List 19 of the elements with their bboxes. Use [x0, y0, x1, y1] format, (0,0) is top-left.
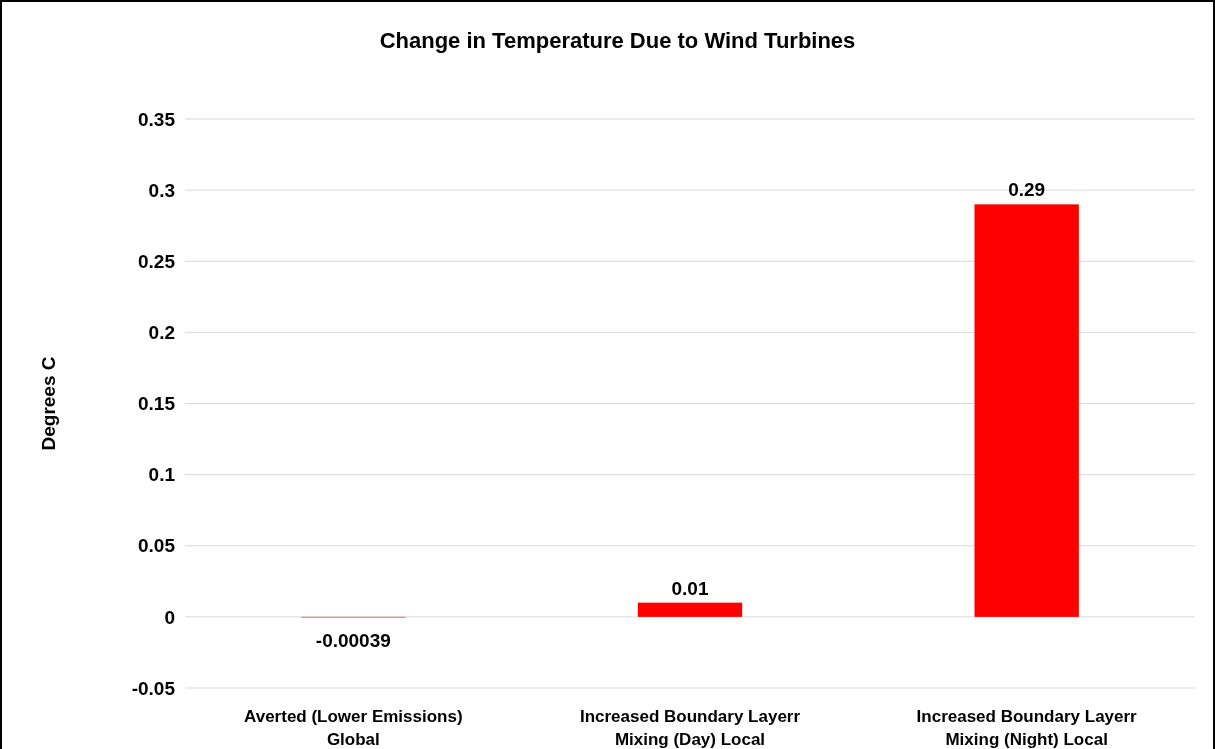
- chart-title: Change in Temperature Due to Wind Turbines: [379, 28, 856, 53]
- data-label: -0.00039: [315, 629, 391, 651]
- bar: [974, 204, 1079, 617]
- y-tick-label: 0.05: [138, 535, 176, 557]
- x-tick-label: Increased Boundary Layerr Mixing (Day) Local: [579, 707, 801, 749]
- y-axis-title: Degrees C: [38, 356, 59, 451]
- x-tick-label: Averted (Lower Emissions) Global: [244, 707, 463, 749]
- y-tick-label: 0.3: [148, 179, 175, 201]
- x-tick-label: Increased Boundary Layerr Mixing (Night) Local: [916, 707, 1138, 749]
- bar: [637, 602, 743, 617]
- y-tick-label: 0.1: [148, 464, 176, 486]
- y-tick-label: 0: [164, 606, 175, 628]
- y-tick-label: 0.2: [148, 322, 175, 344]
- data-label: 0.01: [671, 577, 709, 599]
- y-tick-label: -0.05: [131, 677, 176, 699]
- y-tick-label: 0.25: [138, 250, 176, 272]
- y-tick-label: 0.15: [138, 393, 176, 415]
- y-tick-label: 0.35: [138, 108, 176, 130]
- data-label: 0.29: [1008, 179, 1046, 201]
